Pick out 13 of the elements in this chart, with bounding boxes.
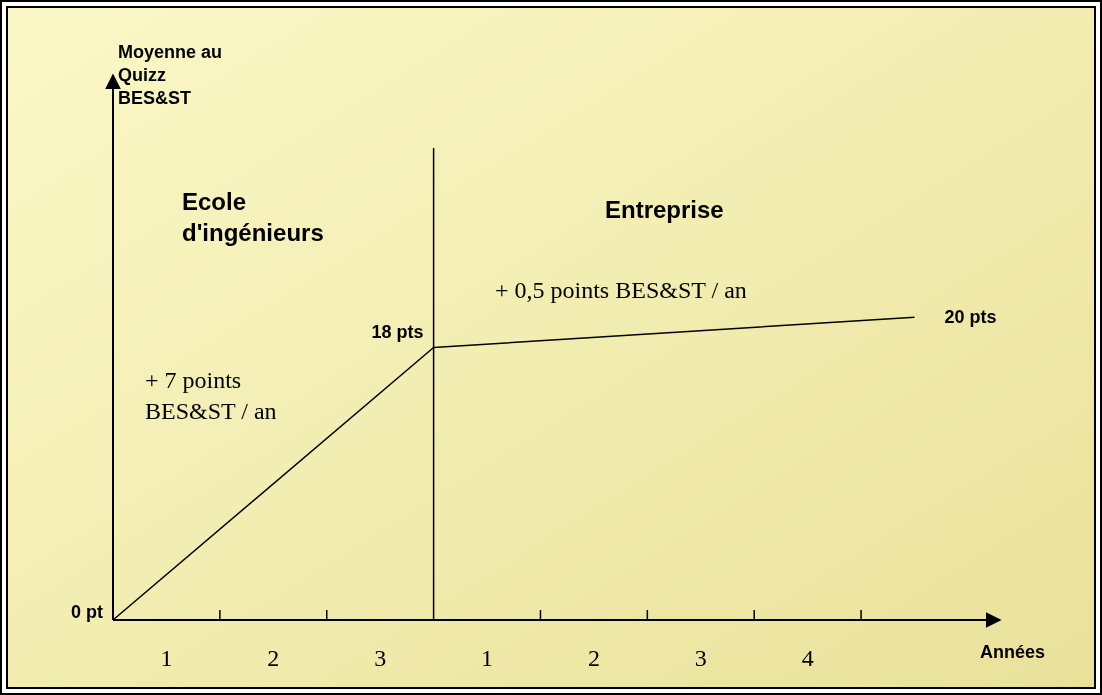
x-tick-label: 2	[267, 645, 280, 671]
annotation: + 0,5 points BES&ST / an	[495, 277, 747, 303]
annotation: Entreprise	[605, 196, 724, 223]
annotation: + 7 points BES&ST / an	[145, 367, 277, 425]
x2-tick-label: 4	[801, 645, 814, 671]
y-axis-title: Moyenne au Quizz BES&ST	[118, 42, 223, 108]
data-label: 20 pts	[944, 307, 997, 328]
data-label: 0 pt	[70, 602, 103, 622]
annotation: Ecole d'ingénieurs	[182, 188, 324, 247]
x-tick-label: 3	[374, 645, 387, 671]
x-tick-label: 1	[160, 645, 173, 671]
data-label: 18 pts	[371, 321, 424, 342]
x-axis-title: Années	[979, 642, 1045, 662]
